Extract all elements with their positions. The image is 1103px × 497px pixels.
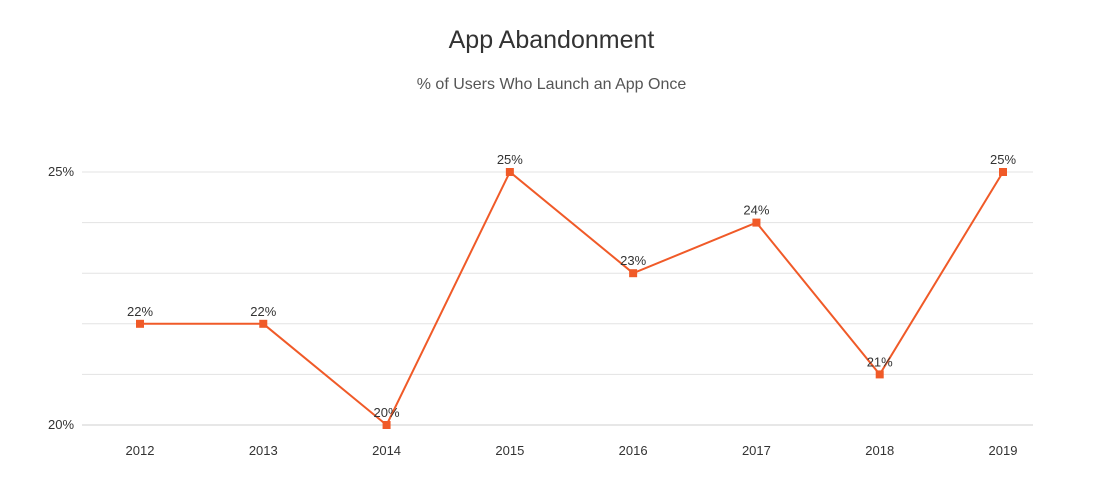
chart-subtitle: % of Users Who Launch an App Once xyxy=(416,76,687,93)
y-tick-label: 25% xyxy=(48,164,74,179)
x-tick-label: 2013 xyxy=(249,443,278,458)
data-label: 20% xyxy=(374,405,400,420)
data-label: 23% xyxy=(620,253,646,268)
x-tick-label: 2015 xyxy=(495,443,524,458)
y-tick-label: 20% xyxy=(48,417,74,432)
x-tick-label: 2018 xyxy=(865,443,894,458)
data-label: 22% xyxy=(127,304,153,319)
chart-title: App Abandonment xyxy=(448,26,655,54)
data-point xyxy=(752,218,761,227)
data-point xyxy=(629,269,638,278)
data-point xyxy=(505,168,514,176)
x-tick-label: 2016 xyxy=(619,443,648,458)
data-label: 22% xyxy=(250,304,276,319)
x-tick-label: 2012 xyxy=(126,443,155,458)
data-point xyxy=(136,319,144,328)
data-point xyxy=(999,168,1007,176)
x-tick-label: 2019 xyxy=(989,443,1018,458)
data-label: 25% xyxy=(497,152,523,167)
data-label: 21% xyxy=(867,354,893,369)
data-label: 24% xyxy=(743,203,769,218)
x-tick-label: 2014 xyxy=(372,443,401,458)
data-point xyxy=(259,319,268,328)
series-line xyxy=(140,170,1004,427)
data-point xyxy=(382,421,391,429)
x-tick-label: 2017 xyxy=(742,443,771,458)
data-label: 25% xyxy=(990,152,1016,167)
data-point xyxy=(875,370,884,379)
